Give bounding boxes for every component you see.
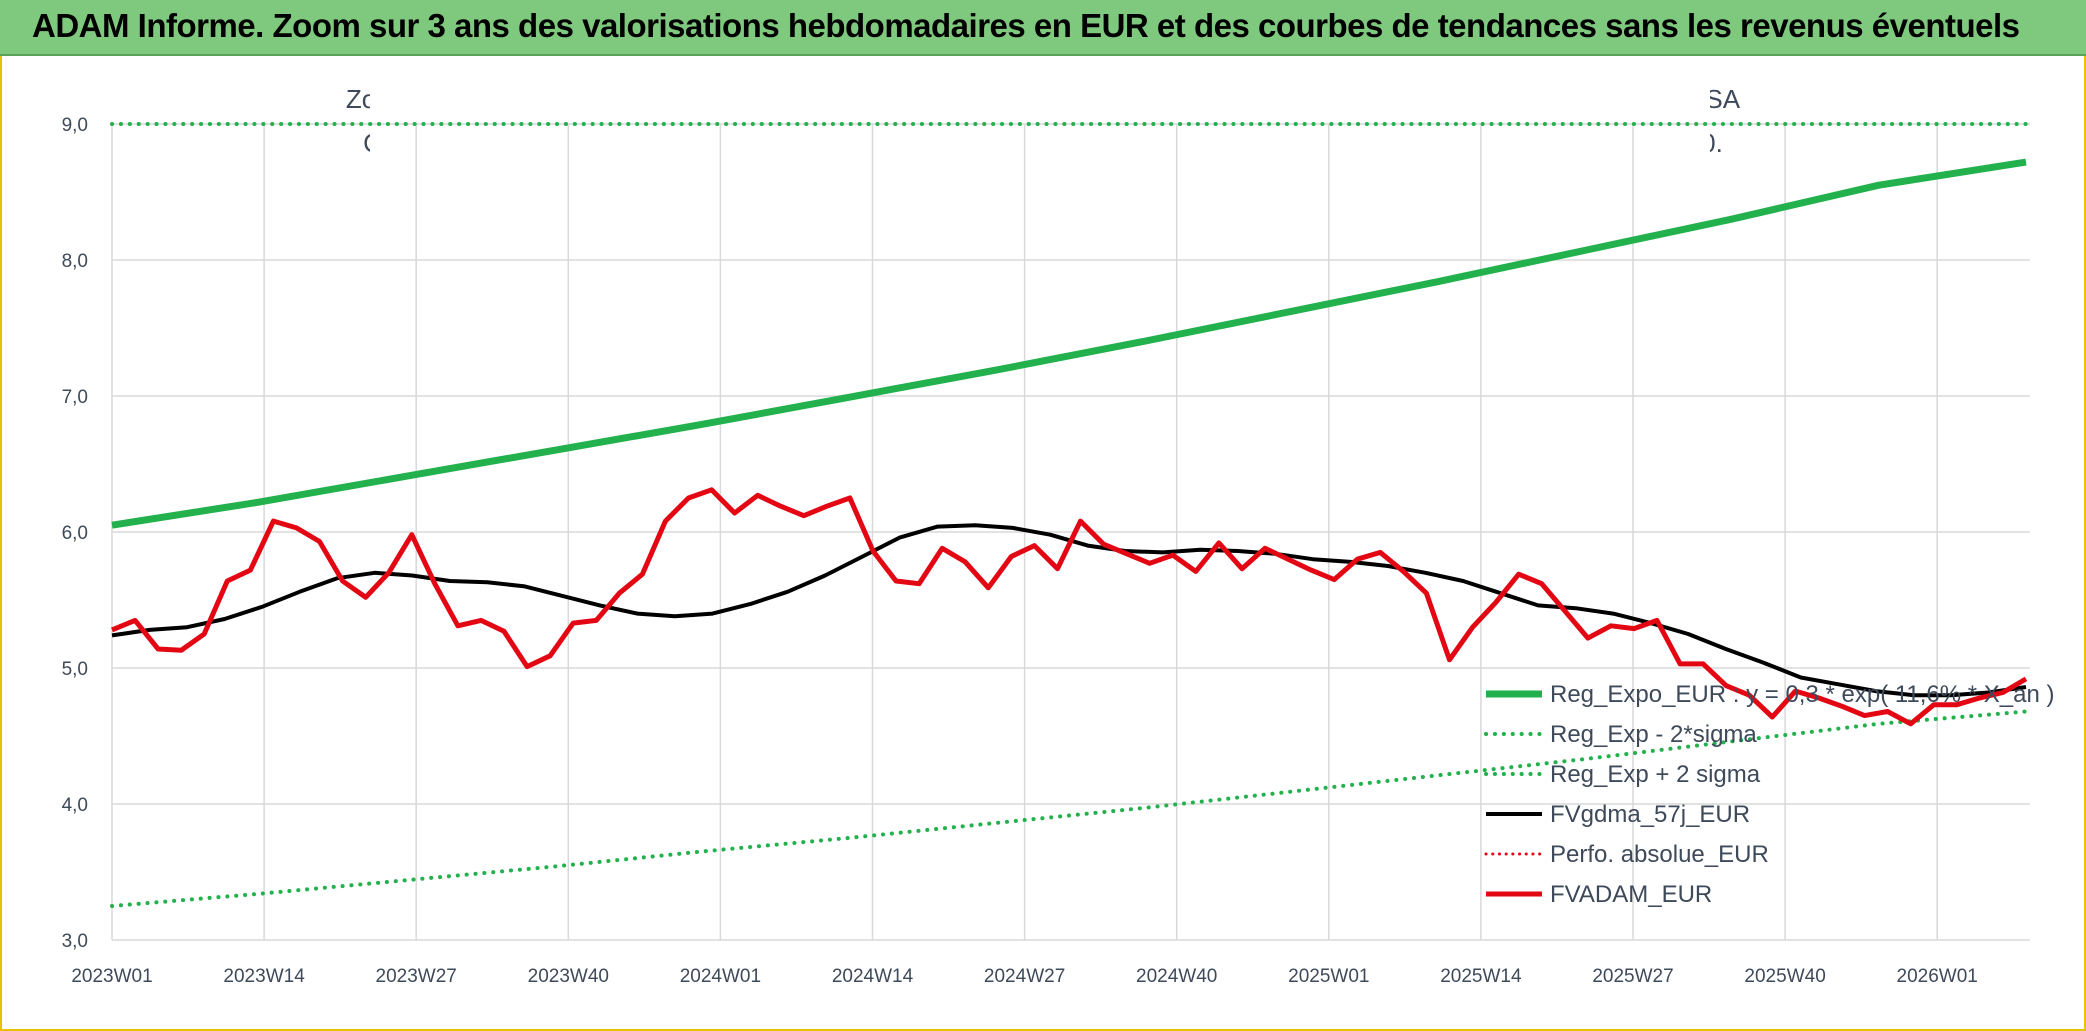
series-line-5 xyxy=(111,487,2028,727)
y-tick-label: 9,0 xyxy=(62,115,88,136)
x-tick-label: 2026W01 xyxy=(1897,966,1978,987)
x-tick-label: 2025W40 xyxy=(1744,966,1825,987)
x-tick-label: 2023W01 xyxy=(71,966,152,987)
legend-label-1: Reg_Exp - 2*sigma xyxy=(1550,721,1757,748)
y-tick-label: 3,0 xyxy=(62,931,88,952)
x-tick-label: 2025W27 xyxy=(1592,966,1673,987)
series-line-0 xyxy=(111,158,2027,529)
x-tick-label: 2024W01 xyxy=(680,966,761,987)
legend-label-5: FVADAM_EUR xyxy=(1550,881,1712,908)
x-tick-label: 2023W27 xyxy=(376,966,457,987)
x-tick-label: 2023W40 xyxy=(528,966,609,987)
x-tick-label: 2024W14 xyxy=(832,966,914,987)
x-tick-label: 2025W14 xyxy=(1440,966,1522,987)
report-header: ADAM Informe. Zoom sur 3 ans des valoris… xyxy=(0,0,2086,56)
legend-label-3: FVgdma_57j_EUR xyxy=(1550,801,1750,828)
x-tick-label: 2025W01 xyxy=(1288,966,1369,987)
y-tick-label: 8,0 xyxy=(62,251,88,272)
y-tick-label: 6,0 xyxy=(62,523,88,544)
x-tick-label: 2023W14 xyxy=(223,966,305,987)
series-line-3 xyxy=(111,523,2027,698)
legend-label-0: Reg_Expo_EUR : y = 0,3 * exp( 11,6% * X_… xyxy=(1550,681,2055,708)
y-tick-label: 5,0 xyxy=(62,659,88,680)
x-tick-label: 2024W27 xyxy=(984,966,1065,987)
report-title: ADAM Informe. Zoom sur 3 ans des valoris… xyxy=(32,7,2020,44)
x-tick-label: 2024W40 xyxy=(1136,966,1217,987)
legend-label-4: Perfo. absolue_EUR xyxy=(1550,841,1769,868)
legend-label-2: Reg_Exp + 2 sigma xyxy=(1550,761,1761,788)
y-tick-label: 7,0 xyxy=(62,387,88,408)
series-line-1 xyxy=(110,709,2028,908)
y-tick-label: 4,0 xyxy=(62,795,88,816)
